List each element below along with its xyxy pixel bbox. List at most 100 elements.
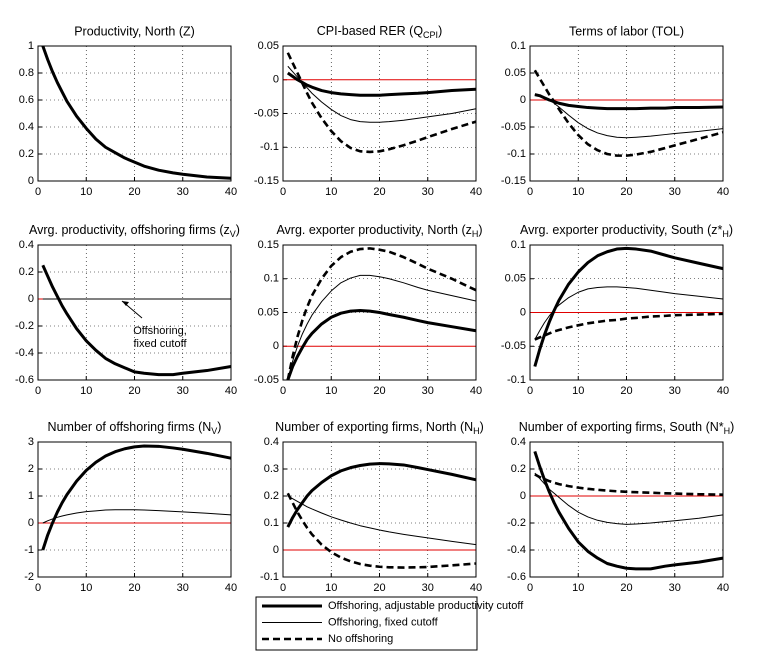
x-tick-label: 10 [325, 385, 337, 397]
x-tick-label: 0 [527, 582, 533, 594]
x-tick-label: 40 [225, 582, 237, 594]
y-tick-label: 0 [520, 94, 526, 106]
series-line [534, 286, 724, 340]
chart-title: Avrg. exporter productivity, North (zH) [276, 223, 482, 239]
y-tick-label: 0 [273, 544, 279, 556]
series-line [534, 473, 724, 496]
plot-frame [37, 441, 232, 578]
x-tick-label: 30 [669, 186, 681, 198]
series-line [286, 52, 477, 154]
y-tick-label: -0.2 [507, 517, 526, 529]
x-tick-label: 20 [620, 186, 632, 198]
x-tick-label: 20 [620, 582, 632, 594]
y-tick-label: 0.05 [258, 306, 279, 318]
y-tick-label: 0.2 [264, 490, 279, 502]
series-line [41, 264, 232, 377]
y-tick-label: -2 [24, 571, 34, 583]
x-tick-label: 10 [325, 186, 337, 198]
y-tick-label: 0.05 [505, 273, 526, 285]
y-tick-label: 0.15 [258, 239, 279, 251]
chart-title: Avrg. productivity, offshoring firms (zV… [29, 223, 240, 239]
legend-label: Offshoring, adjustable productivity cuto… [328, 600, 524, 612]
y-tick-label: 0 [273, 340, 279, 352]
series-line [286, 247, 477, 381]
x-tick-label: 0 [35, 582, 41, 594]
x-tick-label: 0 [527, 186, 533, 198]
y-tick-label: -0.1 [507, 148, 526, 160]
legend-label: No offshoring [328, 633, 393, 645]
title-sub: CPI [423, 30, 438, 40]
plot-frame [37, 244, 232, 381]
y-tick-label: 0.05 [258, 40, 279, 52]
title-sub: H [472, 229, 479, 239]
y-tick-label: 0.4 [264, 436, 279, 448]
x-tick-label: 40 [717, 385, 729, 397]
legend-label: Offshoring, fixed cutoff [328, 616, 439, 628]
plot-frame [37, 45, 232, 182]
title-sub: H [473, 426, 480, 436]
x-tick-label: 10 [572, 186, 584, 198]
y-tick-label: 0 [273, 74, 279, 86]
title-tail: ) [730, 420, 734, 434]
x-tick-label: 30 [177, 582, 189, 594]
annotation: fixed cutoff [134, 338, 188, 350]
plot-frame [282, 244, 477, 381]
x-tick-label: 10 [325, 582, 337, 594]
series-line [287, 495, 477, 546]
x-tick-label: 30 [669, 385, 681, 397]
y-tick-label: 0.1 [511, 40, 526, 52]
series-line [286, 308, 477, 381]
y-tick-label: -0.05 [254, 374, 279, 386]
title-text: Number of offshoring firms (N [48, 420, 212, 434]
title-text: Avrg. exporter productivity, North (z [276, 223, 471, 237]
series-line [534, 94, 724, 139]
x-tick-label: 0 [280, 385, 286, 397]
y-tick-label: 0.1 [511, 239, 526, 251]
y-tick-label: 0.1 [264, 273, 279, 285]
y-tick-label: 0.2 [19, 148, 34, 160]
x-tick-label: 30 [669, 582, 681, 594]
series-line [533, 69, 724, 157]
annotation-arrowhead [122, 301, 129, 306]
x-tick-label: 10 [572, 385, 584, 397]
x-tick-label: 30 [422, 385, 434, 397]
y-tick-label: 0.05 [505, 67, 526, 79]
chart-title: Number of offshoring firms (NV) [48, 420, 222, 436]
x-tick-label: 40 [225, 186, 237, 198]
y-tick-label: 2 [28, 463, 34, 475]
title-sub: V [230, 229, 236, 239]
title-sub: H [724, 426, 731, 436]
x-tick-label: 10 [80, 186, 92, 198]
x-tick-label: 40 [225, 385, 237, 397]
x-tick-label: 40 [470, 582, 482, 594]
x-tick-label: 20 [128, 385, 140, 397]
y-tick-label: 0.6 [19, 94, 34, 106]
title-tail: ) [478, 223, 482, 237]
x-tick-label: 20 [128, 186, 140, 198]
plot-frame [282, 45, 477, 182]
title-text: CPI-based RER (Q [317, 24, 424, 38]
series-line [534, 312, 724, 341]
y-tick-label: 0.4 [19, 121, 34, 133]
y-tick-label: -0.15 [501, 175, 526, 187]
title-tail: ) [729, 223, 733, 237]
plot-frame [529, 441, 724, 578]
plot-frame [529, 45, 724, 182]
series-line [534, 472, 724, 525]
x-tick-label: 30 [177, 186, 189, 198]
y-tick-label: 1 [28, 490, 34, 502]
annotation: Offshoring, [133, 325, 187, 337]
y-tick-label: -1 [24, 544, 34, 556]
series-line [41, 444, 232, 551]
title-sub: V [211, 426, 217, 436]
y-tick-label: -0.6 [15, 374, 34, 386]
chart-title: CPI-based RER (QCPI) [317, 24, 442, 40]
y-tick-label: -0.05 [254, 107, 279, 119]
x-tick-label: 40 [470, 385, 482, 397]
plot-frame [529, 244, 724, 381]
y-tick-label: 0.8 [19, 67, 34, 79]
title-text: Avrg. exporter productivity, South (z* [520, 223, 723, 237]
chart-title: Number of exporting firms, South (N*H) [519, 420, 735, 436]
x-tick-label: 40 [470, 186, 482, 198]
